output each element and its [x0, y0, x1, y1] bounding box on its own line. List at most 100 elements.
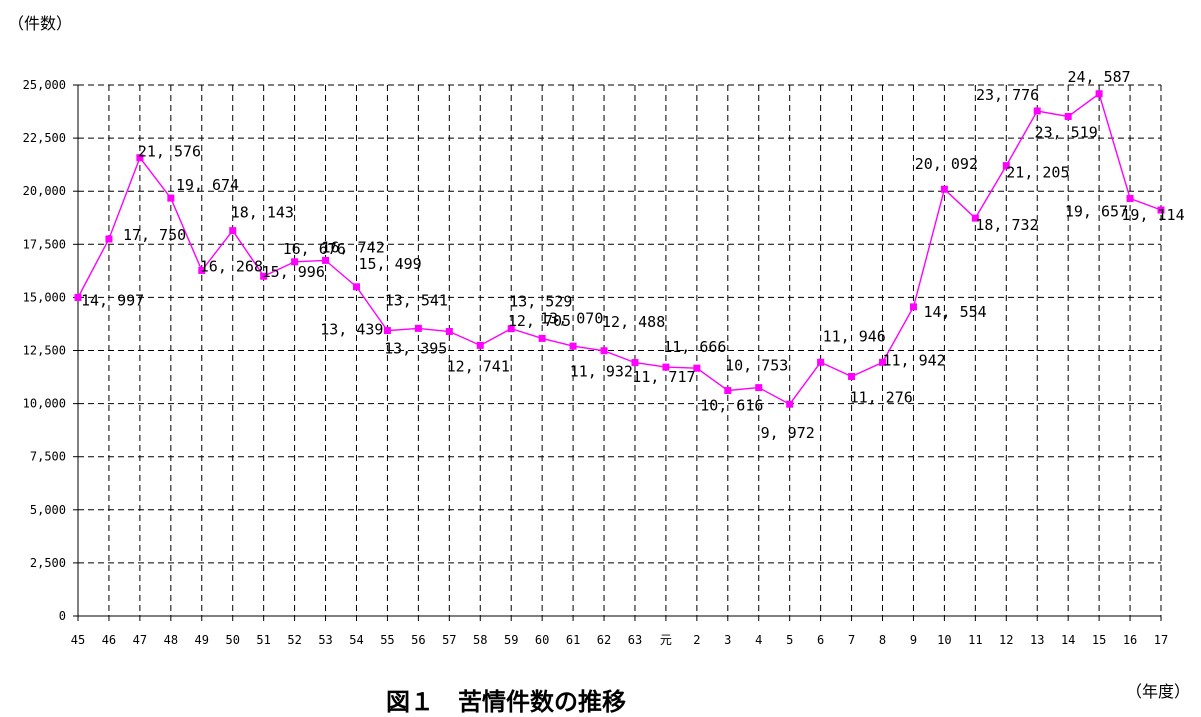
- x-tick-label: 63: [628, 633, 642, 647]
- x-tick-label: 59: [504, 633, 518, 647]
- data-point-marker: [971, 214, 979, 222]
- x-tick-label: 48: [164, 633, 178, 647]
- y-tick-label: 5,000: [30, 503, 66, 517]
- data-label: 13, 070: [540, 309, 603, 327]
- data-label: 18, 732: [975, 216, 1038, 234]
- data-label: 20, 092: [915, 155, 978, 173]
- data-point-marker: [631, 359, 639, 367]
- data-point-marker: [1064, 112, 1072, 120]
- x-tick-label: 3: [724, 633, 731, 647]
- data-point-marker: [1095, 90, 1103, 98]
- x-tick-label: 57: [442, 633, 456, 647]
- x-tick-label: 8: [879, 633, 886, 647]
- data-label: 24, 587: [1068, 68, 1131, 86]
- x-tick-label: 2: [693, 633, 700, 647]
- data-label: 9, 972: [761, 424, 815, 442]
- x-tick-label: 10: [937, 633, 951, 647]
- data-label: 11, 932: [570, 363, 633, 381]
- y-axis-unit-label: （件数）: [8, 14, 73, 33]
- x-tick-label: 50: [225, 633, 239, 647]
- data-point-marker: [414, 324, 422, 332]
- data-point-marker: [1126, 194, 1134, 202]
- data-markers: [74, 90, 1165, 408]
- data-label: 11, 666: [663, 338, 726, 356]
- x-tick-label: 60: [535, 633, 549, 647]
- x-tick-label: 46: [102, 633, 116, 647]
- data-label: 11, 717: [632, 368, 695, 386]
- data-label: 17, 750: [123, 226, 186, 244]
- data-label: 13, 529: [509, 293, 572, 311]
- data-point-marker: [291, 258, 299, 266]
- x-tick-label: 13: [1030, 633, 1044, 647]
- y-tick-labels: 0 2,500 5,000 7,500 10,000 12,500 15,000 17,500…: [23, 78, 66, 623]
- x-tick-label: 11: [968, 633, 982, 647]
- data-point-marker: [352, 283, 360, 291]
- data-label: 14, 554: [923, 303, 986, 321]
- x-tick-label: 53: [318, 633, 332, 647]
- x-tick-label: 61: [566, 633, 580, 647]
- data-label: 21, 576: [138, 143, 201, 161]
- x-tick-label: 15: [1092, 633, 1106, 647]
- x-tick-label: 4: [755, 633, 762, 647]
- data-label: 16, 268: [200, 257, 263, 275]
- x-tick-label: 62: [597, 633, 611, 647]
- data-label: 16, 676: [283, 240, 346, 258]
- x-tick-label: 45: [71, 633, 85, 647]
- x-tick-label: 49: [195, 633, 209, 647]
- data-label: 15, 499: [358, 255, 421, 273]
- data-point-marker: [322, 256, 330, 264]
- data-point-marker: [445, 327, 453, 335]
- data-point-marker: [260, 272, 268, 280]
- data-label: 21, 205: [1006, 164, 1069, 182]
- data-label: 13, 439: [320, 321, 383, 339]
- data-point-marker: [383, 327, 391, 335]
- data-label: 16, 742: [322, 238, 385, 256]
- data-point-marker: [693, 364, 701, 372]
- x-tick-label: 6: [817, 633, 824, 647]
- x-tick-label: 17: [1154, 633, 1168, 647]
- x-tick-label: 56: [411, 633, 425, 647]
- figure-title: 図１ 苦情件数の推移: [386, 688, 626, 716]
- x-tick-label: 7: [848, 633, 855, 647]
- x-tick-label: 5: [786, 633, 793, 647]
- data-label: 10, 616: [700, 397, 763, 415]
- x-tick-label: 16: [1123, 633, 1137, 647]
- y-tick-label: 20,000: [23, 184, 66, 198]
- data-label: 13, 395: [384, 339, 447, 357]
- data-label: 19, 657: [1065, 202, 1128, 220]
- data-point-marker: [476, 341, 484, 349]
- x-tick-label: 54: [349, 633, 363, 647]
- data-label: 14, 997: [81, 291, 144, 309]
- data-point-marker: [569, 342, 577, 350]
- data-point-marker: [909, 303, 917, 311]
- y-tick-label: 7,500: [30, 450, 66, 464]
- series-line: [77, 92, 1162, 406]
- x-tick-label: 9: [910, 633, 917, 647]
- data-label: 13, 541: [385, 291, 448, 309]
- x-tick-label: 12: [999, 633, 1013, 647]
- x-tick-label: 52: [287, 633, 301, 647]
- data-point-marker: [848, 372, 856, 380]
- data-point-marker: [662, 363, 670, 371]
- data-point-marker: [786, 400, 794, 408]
- data-point-marker: [105, 235, 113, 243]
- x-tick-label: 55: [380, 633, 394, 647]
- data-point-marker: [755, 384, 763, 392]
- data-point-marker: [1033, 107, 1041, 115]
- data-point-marker: [74, 293, 82, 301]
- data-point-marker: [600, 347, 608, 355]
- data-point-marker: [507, 325, 515, 333]
- x-tick-label: 元: [660, 633, 672, 647]
- x-tick-label: 47: [133, 633, 147, 647]
- x-tick-label: 58: [473, 633, 487, 647]
- data-point-marker: [167, 194, 175, 202]
- data-point-marker: [879, 358, 887, 366]
- y-tick-label: 0: [59, 609, 66, 623]
- data-label: 11, 946: [823, 327, 886, 345]
- data-label: 12, 488: [602, 313, 665, 331]
- data-label: 19, 114: [1121, 206, 1184, 224]
- data-point-marker: [817, 358, 825, 366]
- data-label: 15, 996: [262, 263, 325, 281]
- axes: [73, 84, 1162, 621]
- data-point-marker: [940, 185, 948, 193]
